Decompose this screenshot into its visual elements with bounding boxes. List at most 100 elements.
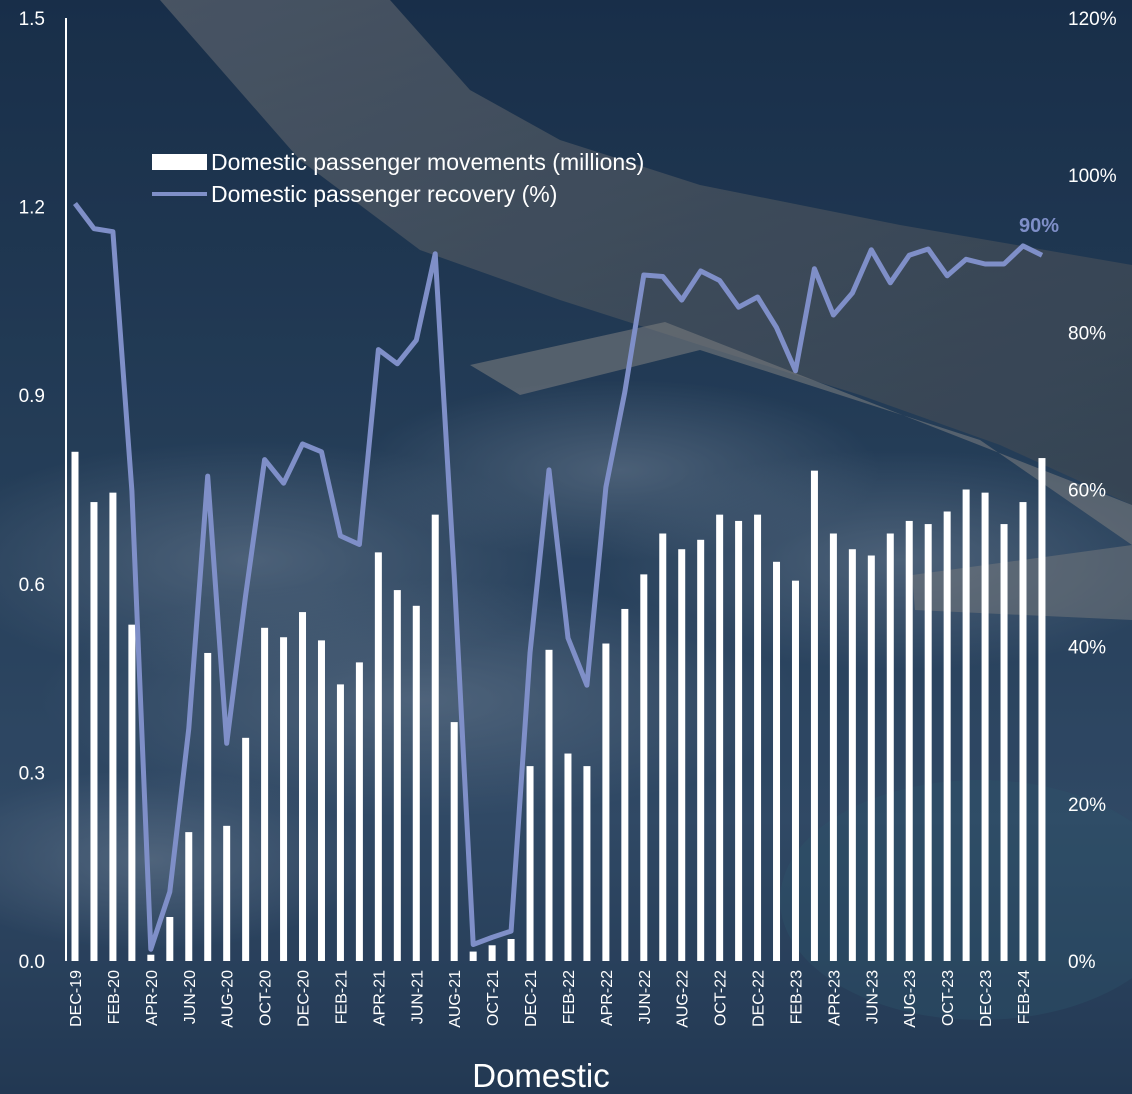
- bar-nov-21: [507, 938, 515, 961]
- bar-dec-22: [754, 514, 762, 961]
- x-tick-label: DEC-21: [523, 970, 540, 1027]
- x-tick-label: DEC-20: [296, 970, 313, 1027]
- bar-sep-22: [697, 539, 705, 961]
- x-axis-tick-labels: DEC-19 FEB-20 APR-20 JUN-20 AUG-20 OCT-20 DEC-…: [68, 970, 1033, 1028]
- x-tick-label: APR-21: [371, 970, 388, 1026]
- left-axis-tick-label: 1.2: [19, 198, 45, 219]
- bar-jan-22: [545, 649, 553, 961]
- left-axis-tick-label: 1.5: [19, 9, 45, 30]
- right-axis-tick-label: 0%: [1068, 952, 1096, 973]
- bar-mar-21: [355, 662, 363, 961]
- right-axis-tick-label: 120%: [1068, 9, 1117, 30]
- bar-jan-21: [317, 640, 325, 961]
- bar-aug-20: [223, 825, 231, 961]
- x-tick-label: OCT-20: [258, 970, 275, 1026]
- x-tick-label: DEC-19: [68, 970, 85, 1027]
- bar-may-20: [166, 916, 174, 961]
- legend: Domestic passenger movements (millions) …: [152, 149, 644, 207]
- bar-jun-20: [185, 832, 193, 961]
- bar-oct-22: [716, 514, 724, 961]
- bar-sep-23: [924, 524, 932, 961]
- bar-feb-23: [791, 580, 799, 961]
- bar-jun-21: [412, 605, 420, 961]
- right-axis-tick-label: 20%: [1068, 795, 1106, 816]
- bar-apr-21: [374, 552, 382, 961]
- x-tick-label: AUG-22: [675, 970, 692, 1028]
- x-tick-label: APR-20: [144, 970, 161, 1026]
- left-axis-tick-label: 0.9: [19, 386, 45, 407]
- bar-dec-23: [981, 492, 989, 961]
- x-tick-label: OCT-21: [485, 970, 502, 1026]
- bar-jan-23: [773, 561, 781, 961]
- bar-aug-22: [678, 549, 686, 961]
- x-tick-label: FEB-22: [561, 970, 578, 1024]
- bar-dec-19: [71, 451, 79, 961]
- left-axis-tick-label: 0.6: [19, 575, 45, 596]
- bar-oct-20: [261, 627, 269, 961]
- x-tick-label: DEC-22: [751, 970, 768, 1027]
- bar-nov-20: [280, 637, 288, 961]
- bar-nov-22: [735, 520, 743, 961]
- bar-jan-24: [1000, 524, 1008, 961]
- legend-line-label: Domestic passenger recovery (%): [211, 181, 557, 207]
- left-axis-tick-labels: 0.0 0.3 0.6 0.9 1.2 1.5: [19, 9, 45, 973]
- bar-mar-23: [810, 470, 818, 961]
- bar-nov-23: [962, 489, 970, 961]
- x-tick-label: JUN-23: [864, 970, 881, 1024]
- bar-jul-22: [659, 533, 667, 961]
- bar-jan-20: [90, 502, 98, 961]
- bar-feb-21: [336, 684, 344, 961]
- legend-bar-label: Domestic passenger movements (millions): [211, 149, 644, 175]
- bar-aug-21: [450, 722, 458, 961]
- bar-may-22: [621, 608, 629, 961]
- bar-series: [71, 451, 1046, 961]
- bar-mar-20: [128, 624, 136, 961]
- x-tick-label: APR-22: [599, 970, 616, 1026]
- bar-may-21: [393, 590, 401, 961]
- right-axis-tick-label: 60%: [1068, 481, 1106, 502]
- x-tick-label: FEB-23: [788, 970, 805, 1024]
- bar-sep-21: [469, 951, 477, 961]
- bar-dec-20: [299, 612, 307, 961]
- bar-may-23: [848, 549, 856, 961]
- bar-jun-23: [867, 555, 875, 961]
- bar-sep-20: [242, 737, 250, 961]
- bar-apr-20: [147, 954, 155, 961]
- bar-oct-23: [943, 511, 951, 961]
- bar-oct-21: [488, 945, 496, 961]
- legend-bar-swatch: [152, 154, 207, 170]
- end-value-label: 90%: [1019, 215, 1059, 237]
- x-tick-label: AUG-20: [220, 970, 237, 1028]
- right-axis-tick-label: 80%: [1068, 323, 1106, 344]
- bar-jul-20: [204, 652, 212, 961]
- x-tick-label: OCT-23: [940, 970, 957, 1026]
- x-tick-label: OCT-22: [713, 970, 730, 1026]
- x-tick-label: JUN-21: [409, 970, 426, 1024]
- bar-feb-22: [564, 753, 572, 961]
- x-tick-label: FEB-20: [106, 970, 123, 1024]
- left-axis-tick-label: 0.0: [19, 952, 45, 973]
- x-tick-label: JUN-20: [182, 970, 199, 1024]
- bar-feb-24: [1019, 502, 1027, 961]
- left-axis-tick-label: 0.3: [19, 763, 45, 784]
- bar-jul-21: [431, 514, 439, 961]
- bar-dec-21: [526, 766, 534, 961]
- bar-apr-23: [829, 533, 837, 961]
- x-tick-label: AUG-21: [447, 970, 464, 1028]
- bar-mar-22: [583, 766, 591, 961]
- x-tick-label: APR-23: [826, 970, 843, 1026]
- right-axis-tick-label: 100%: [1068, 166, 1117, 187]
- recovery-line: [73, 201, 1044, 952]
- x-tick-label: AUG-23: [902, 970, 919, 1028]
- bar-mar-24: [1038, 458, 1046, 961]
- x-tick-label: DEC-23: [978, 970, 995, 1027]
- bar-jul-23: [886, 533, 894, 961]
- bar-aug-23: [905, 520, 913, 961]
- bar-jun-22: [640, 574, 648, 961]
- x-axis-title: Domestic: [472, 1057, 610, 1094]
- bar-feb-20: [109, 492, 117, 961]
- bar-apr-22: [602, 643, 610, 961]
- right-axis-tick-labels: 0% 20% 40% 60% 80% 100% 120%: [1068, 9, 1117, 973]
- x-tick-label: JUN-22: [637, 970, 654, 1024]
